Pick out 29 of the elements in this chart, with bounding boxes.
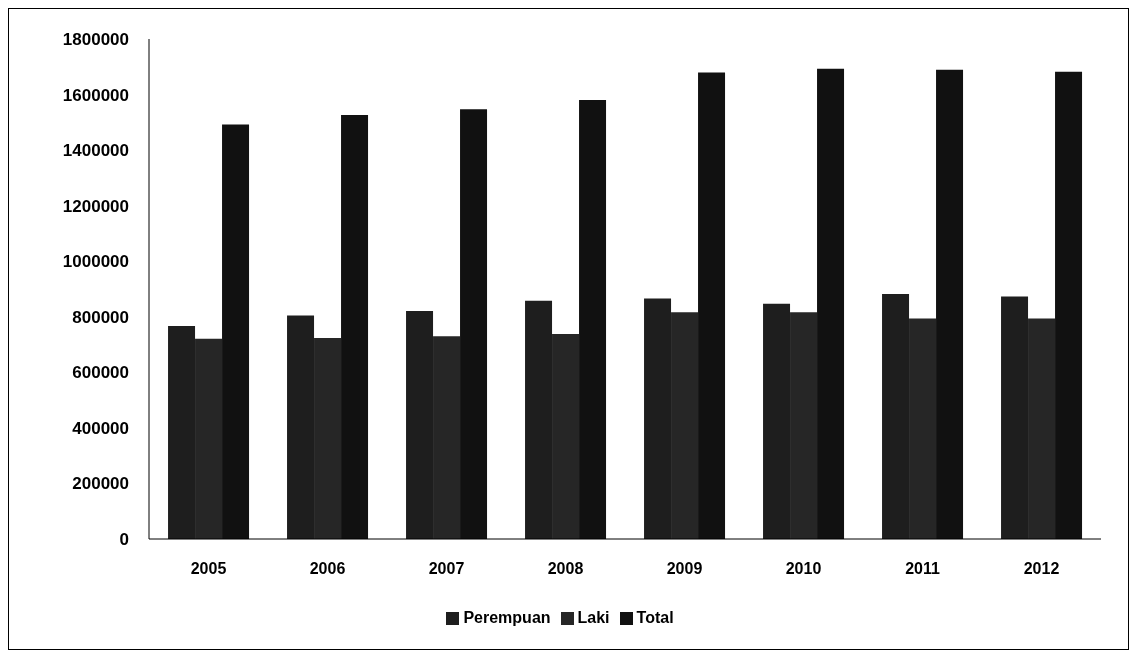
y-tick-label: 1200000 (62, 196, 129, 216)
x-tick-label: 2008 (547, 560, 584, 578)
x-tick-label: 2010 (785, 560, 822, 578)
x-tick-label: 2012 (1023, 560, 1060, 578)
x-tick-label: 2009 (666, 560, 703, 578)
bar (222, 124, 250, 539)
bar (1055, 71, 1083, 539)
bar (698, 72, 726, 539)
legend-label: Total (636, 609, 674, 626)
x-tick-label: 2006 (309, 560, 346, 578)
y-tick-label: 1800000 (62, 30, 129, 50)
bar (817, 68, 845, 539)
y-tick-label: 600000 (72, 363, 129, 383)
y-tick-label: 400000 (72, 418, 129, 438)
legend-label: Laki (577, 609, 610, 626)
y-tick-label: 0 (119, 530, 129, 550)
x-tick-label: 2005 (190, 560, 227, 578)
y-tick-label: 200000 (72, 474, 129, 494)
legend-label: Perempuan (463, 609, 551, 626)
x-tick-label: 2011 (905, 560, 940, 578)
y-tick-label: 800000 (72, 307, 129, 327)
bar (936, 69, 964, 539)
y-tick-label: 1000000 (62, 252, 129, 272)
y-tick-label: 1600000 (62, 85, 129, 105)
bar (460, 109, 488, 539)
x-tick-label: 2007 (428, 560, 465, 578)
y-tick-label: 1400000 (62, 141, 129, 161)
bar (579, 100, 607, 539)
bar (341, 115, 369, 539)
